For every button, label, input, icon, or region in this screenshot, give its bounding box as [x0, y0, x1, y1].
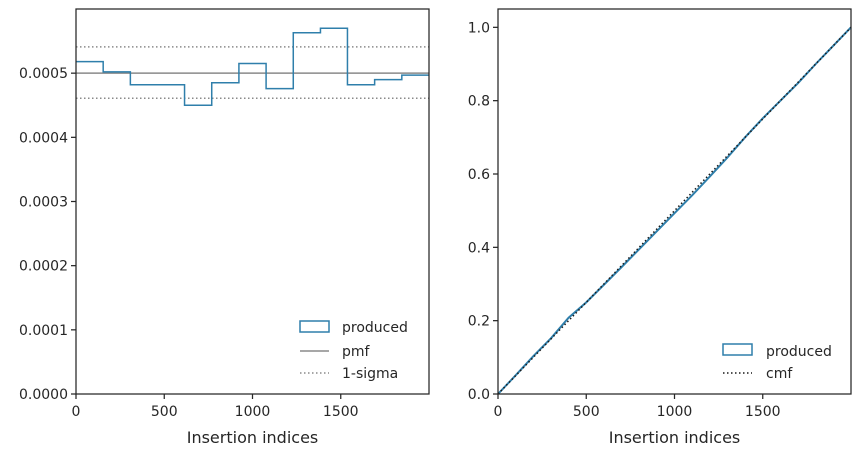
legend: produced cmf [722, 343, 832, 382]
histogram-bin [320, 28, 347, 394]
y-tick-label: 0.0004 [19, 130, 68, 146]
y-tick-label: 0.2 [468, 314, 490, 330]
histogram-panel: 0 500 1000 1500 0.0000 0.0001 0.0002 0.0003 0.00… [19, 8, 430, 447]
x-axis-label: Insertion indices [187, 428, 319, 447]
y-tick-label: 0.0003 [19, 195, 68, 211]
histogram-bin [402, 75, 429, 394]
histogram-bin [103, 72, 130, 394]
legend-label-produced: produced [342, 320, 408, 336]
legend-label-pmf: pmf [342, 344, 371, 360]
x-tick-label: 1000 [657, 404, 693, 420]
histogram-bin [212, 83, 239, 394]
histogram-bin [76, 62, 103, 394]
histogram-bin [375, 80, 402, 394]
legend: produced pmf 1-sigma [299, 320, 408, 382]
y-tick-label: 0.0001 [19, 323, 68, 339]
x-tick-label: 0 [72, 404, 81, 420]
y-tick-label: 0.8 [468, 94, 490, 110]
legend-label-produced: produced [766, 344, 832, 360]
histogram-bin [185, 105, 212, 394]
histogram-bin [158, 85, 185, 394]
series-line-produced [497, 26, 852, 395]
x-tick-label: 1500 [323, 404, 359, 420]
y-tick-label: 1.0 [468, 20, 490, 36]
y-tick-label: 0.0002 [19, 259, 68, 275]
legend-label-cmf: cmf [766, 366, 793, 382]
cumulative-panel: 0 500 1000 1500 0.0 0.2 0.4 0.6 0.8 1.0 Insertion… [468, 8, 852, 447]
y-tick-label: 0.0005 [19, 66, 68, 82]
x-tick-label: 1500 [745, 404, 781, 420]
plot-frame [75, 8, 430, 395]
histogram-bin [130, 85, 157, 394]
histogram-bin [266, 89, 293, 394]
legend-swatch-produced [722, 343, 753, 356]
reference-lines [76, 46, 429, 99]
y-tick-label: 0.0000 [19, 387, 68, 403]
histogram-series-produced [76, 27, 429, 106]
y-tick-label: 0.4 [468, 240, 490, 256]
y-tick-label: 0.0 [468, 387, 490, 403]
histogram-bin [239, 64, 266, 394]
x-tick-label: 500 [151, 404, 178, 420]
legend-swatch-produced [299, 320, 330, 333]
x-tick-label: 0 [494, 404, 503, 420]
cumulative-series [497, 26, 852, 395]
plot-frame [497, 8, 852, 395]
legend-label-1-sigma: 1-sigma [342, 366, 398, 382]
axis-ticks: 0 500 1000 1500 0.0 0.2 0.4 0.6 0.8 1.0 [468, 20, 781, 420]
y-tick-label: 0.6 [468, 167, 490, 183]
x-tick-label: 500 [573, 404, 600, 420]
histogram-bars [76, 27, 429, 394]
x-axis-label: Insertion indices [609, 428, 741, 447]
series-line-cmf [497, 26, 852, 395]
axis-ticks: 0 500 1000 1500 0.0000 0.0001 0.0002 0.0003 0.00… [19, 66, 359, 420]
histogram-bin [293, 33, 320, 394]
x-tick-label: 1000 [235, 404, 271, 420]
